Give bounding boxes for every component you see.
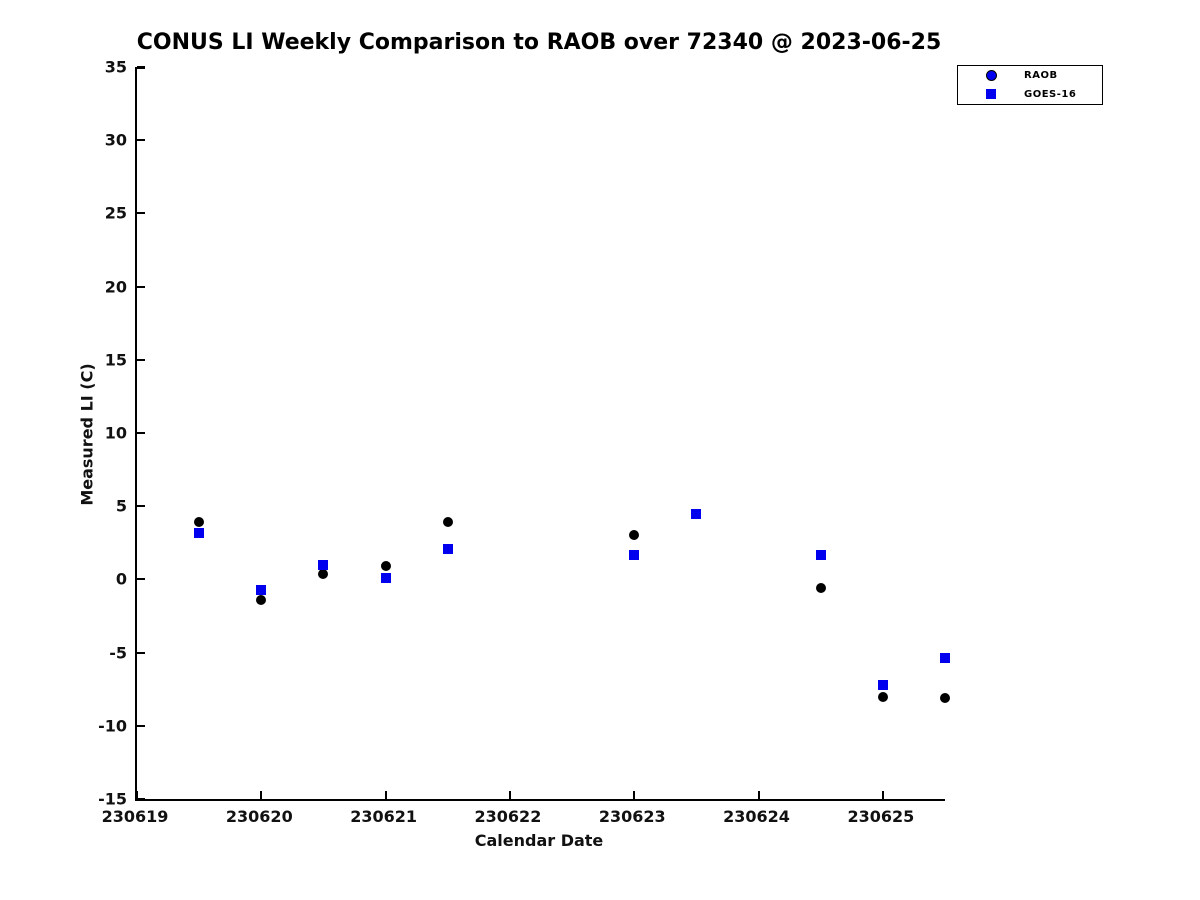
x-axis-tick [633, 791, 636, 799]
y-axis-tick [137, 358, 145, 361]
data-point-raob [815, 583, 826, 594]
x-tick-label: 230625 [847, 807, 915, 826]
legend-row-raob: RAOB [958, 67, 1102, 84]
x-tick-label: 230620 [225, 807, 293, 826]
data-point-raob [442, 517, 453, 528]
y-axis-tick [137, 724, 145, 727]
data-point-goes16 [940, 653, 950, 664]
x-axis-label: Calendar Date [474, 831, 604, 850]
data-point-goes16 [629, 549, 640, 560]
x-axis-tick [136, 791, 138, 799]
legend: RAOB GOES-16 [957, 65, 1103, 105]
x-tick-label: 230621 [350, 807, 418, 826]
y-axis-tick [137, 432, 145, 434]
y-axis-tick [137, 66, 145, 68]
x-tick-label: 230624 [723, 807, 790, 826]
data-point-goes16 [256, 584, 267, 595]
y-tick-label: 5 [115, 496, 127, 516]
y-tick-label: 10 [104, 423, 127, 443]
data-point-raob [318, 568, 329, 579]
x-tick-label: 230623 [598, 807, 666, 826]
x-tick-label: 230622 [474, 807, 542, 826]
y-tick-label: -5 [109, 643, 127, 663]
data-point-goes16 [691, 508, 702, 519]
legend-label-raob: RAOB [1024, 70, 1058, 82]
data-point-raob [877, 691, 888, 702]
y-tick-label: 15 [104, 350, 127, 370]
data-point-goes16 [380, 572, 391, 583]
legend-marker-cell [958, 89, 1024, 100]
y-tick-label: 30 [104, 130, 127, 150]
y-tick-label: -10 [98, 716, 127, 736]
y-tick-label: -15 [98, 789, 127, 809]
x-axis-tick [757, 791, 760, 799]
x-axis-tick [508, 791, 511, 799]
data-point-goes16 [877, 679, 888, 690]
data-point-raob [380, 561, 391, 572]
y-axis-tick [137, 578, 145, 581]
legend-label-goes16: GOES-16 [1024, 88, 1077, 100]
chart-title: CONUS LI Weekly Comparison to RAOB over … [136, 30, 942, 55]
legend-marker-cell [958, 70, 1024, 82]
plot-area [135, 66, 950, 801]
goes16-square-marker-icon [986, 89, 996, 100]
data-point-goes16 [815, 549, 826, 560]
y-axis-tick [137, 212, 145, 215]
data-point-goes16 [318, 559, 329, 570]
data-point-raob [629, 530, 640, 541]
y-axis-tick [137, 798, 145, 800]
y-axis-tick [137, 67, 145, 69]
legend-row-goes16: GOES-16 [958, 86, 1102, 103]
x-axis-tick [384, 791, 387, 799]
y-axis-tick [137, 651, 145, 654]
x-axis-tick [260, 791, 263, 799]
y-tick-label: 35 [104, 57, 127, 77]
y-axis-tick [137, 139, 145, 142]
y-tick-label: 20 [104, 277, 127, 297]
y-axis-tick [137, 285, 145, 288]
raob-circle-marker-icon [985, 70, 997, 82]
y-tick-label: 0 [115, 569, 127, 589]
y-tick-label: 25 [104, 203, 127, 223]
data-point-goes16 [194, 527, 205, 538]
x-axis-tick [881, 791, 884, 799]
x-tick-label: 230619 [101, 807, 169, 826]
data-point-raob [194, 517, 205, 528]
data-point-raob [256, 594, 267, 605]
data-point-goes16 [442, 543, 453, 554]
y-axis-tick [137, 505, 145, 508]
data-point-raob [940, 692, 950, 703]
